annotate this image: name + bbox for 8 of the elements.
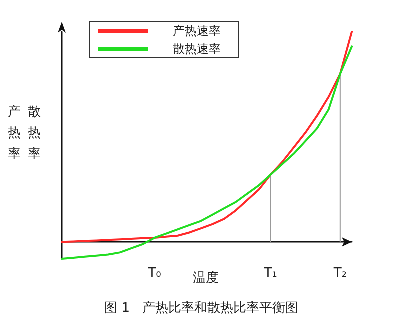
text: 图 1 产热比率和散热比率平衡图: [104, 300, 298, 316]
x-axis-title: 温度: [193, 270, 219, 286]
text: 产热率散热率: [8, 105, 41, 162]
x-tick-label: T₀: [147, 266, 162, 281]
x-tick-label: T₁: [263, 266, 278, 281]
legend-label: 散热速率: [173, 42, 221, 56]
legend-label: 产热速率: [173, 24, 221, 38]
x-tick-label: T₂: [332, 266, 347, 281]
